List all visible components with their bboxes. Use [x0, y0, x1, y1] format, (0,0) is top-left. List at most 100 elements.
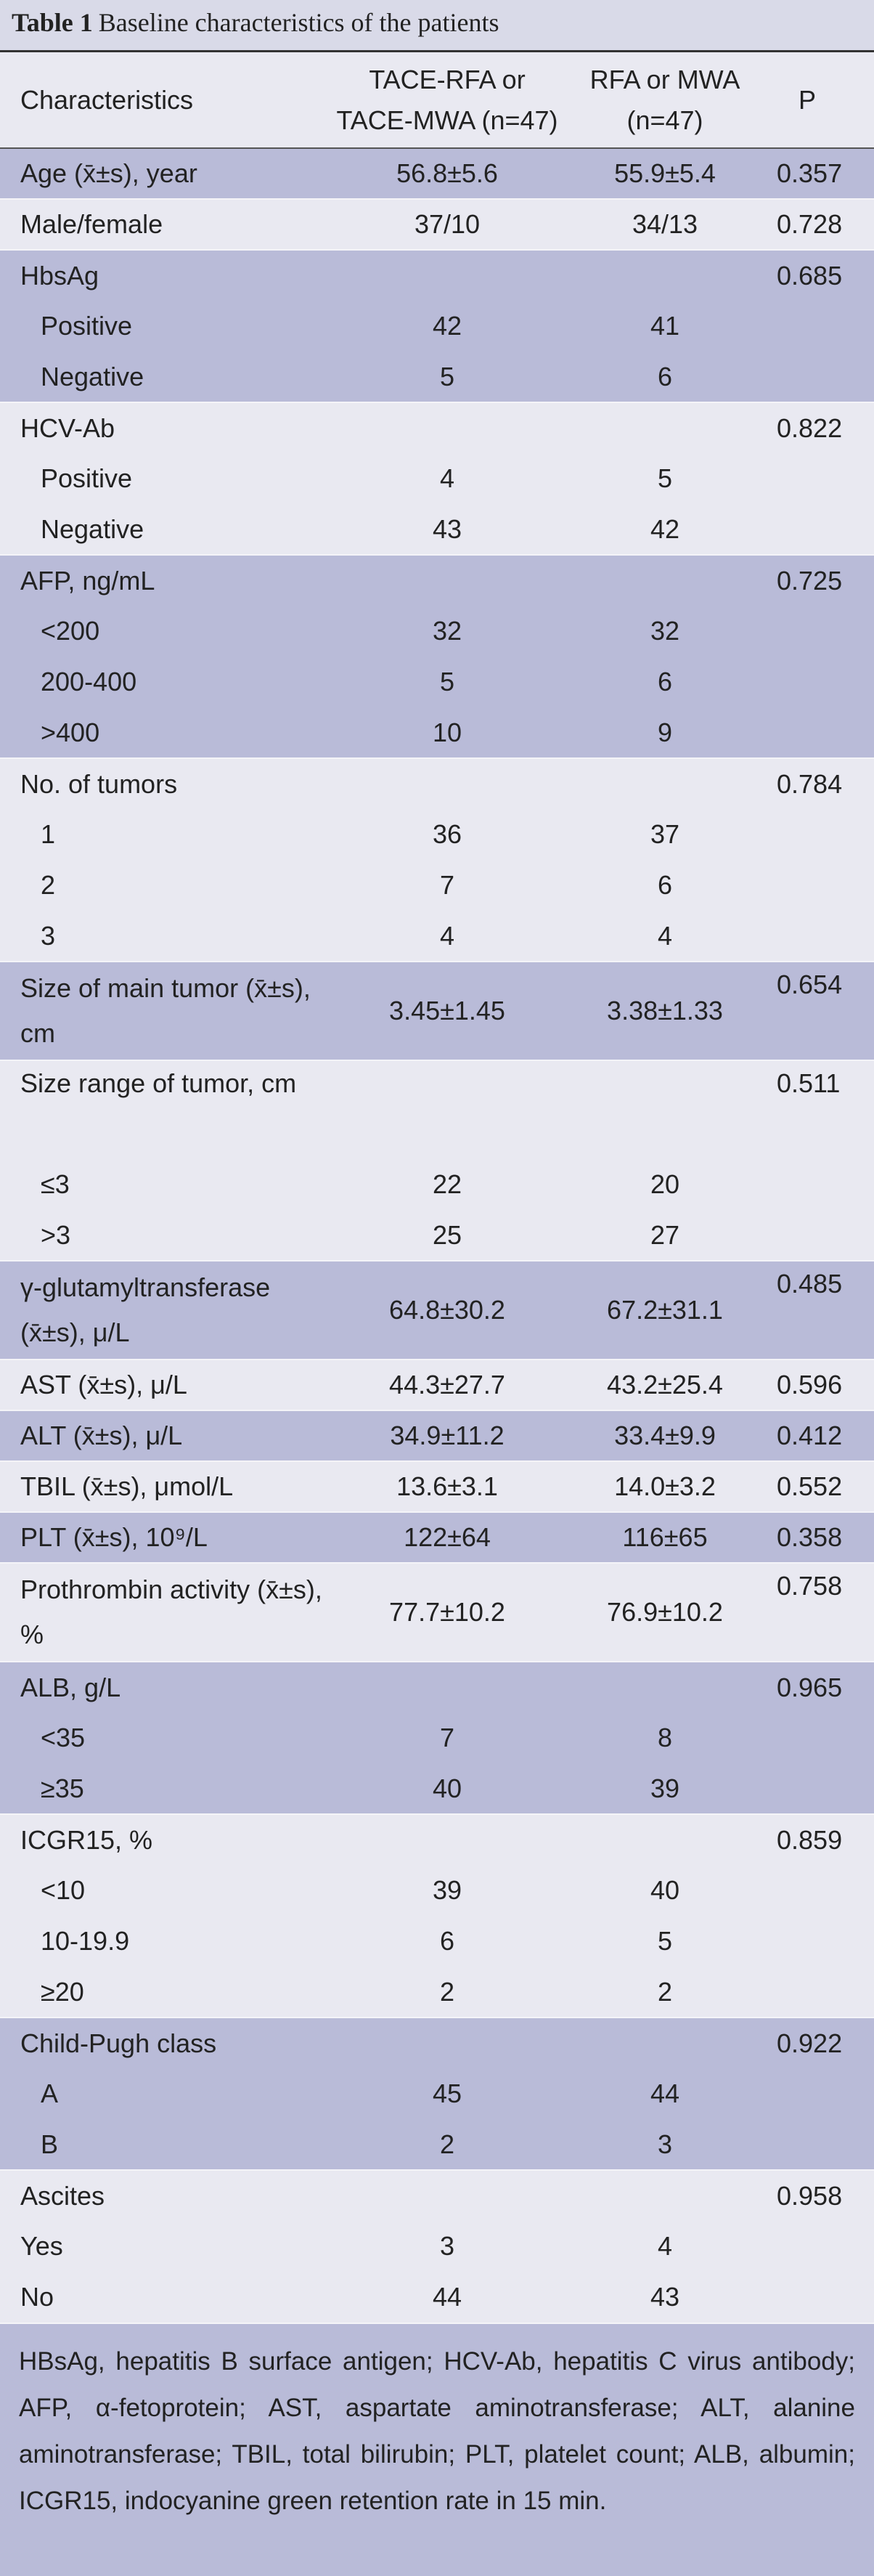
table-cell [764, 1712, 874, 1763]
table-row: <35 7 8 [0, 1712, 874, 1763]
table-cell: 39 [432, 1875, 462, 1905]
table-cell: 6 [657, 361, 673, 391]
table-cell: Size range of tumor, cm [20, 1068, 297, 1098]
table-cell: Size of main tumor (x̄±s), cm [20, 973, 311, 1048]
table-row: ALT (x̄±s), μ/L 34.9±11.2 33.4±9.9 0.412 [0, 1410, 874, 1461]
table-cell [566, 1814, 764, 1865]
header-cell: TACE-RFA or TACE-MWA (n=47) [336, 64, 558, 135]
table-cell: >400 [41, 717, 100, 747]
table-cell [764, 2221, 874, 2272]
table-cell: 32 [650, 616, 680, 646]
table-cell: TBIL (x̄±s), μmol/L [20, 1471, 234, 1501]
table-row: Child-Pugh class 0.922 [0, 2018, 874, 2068]
table-cell: ALB, g/L [20, 1672, 121, 1702]
table-row: Positive 4 5 [0, 453, 874, 504]
table-cell [328, 1662, 566, 1712]
table-row: Negative 5 6 [0, 352, 874, 402]
row-group: PLT (x̄±s), 10⁹/L 122±64 116±65 0.358 [0, 1512, 874, 1563]
table-cell: 8 [657, 1723, 673, 1752]
table-cell: AST (x̄±s), μ/L [20, 1370, 187, 1399]
table-row: 1 36 37 [0, 809, 874, 860]
table-cell [764, 707, 874, 758]
table-cell: 41 [650, 311, 680, 341]
table-cell: 0.965 [777, 1672, 843, 1702]
table-cell: 36 [432, 819, 462, 849]
table-cell [328, 555, 566, 606]
table-cell: 56.8±5.6 [396, 158, 498, 188]
table-cell: 40 [432, 1773, 462, 1803]
table-cell: 0.357 [777, 158, 843, 188]
row-group: ALB, g/L 0.965 <35 7 8 ≥35 40 39 [0, 1662, 874, 1814]
table-cell: 64.8±30.2 [389, 1295, 505, 1325]
table-row: 10-19.9 6 5 [0, 1916, 874, 1967]
row-group: No. of tumors 0.784 1 36 37 2 7 6 3 4 4 [0, 758, 874, 962]
table-cell [566, 2018, 764, 2068]
footnote: HBsAg, hepatitis B surface antigen; HCV-… [0, 2323, 874, 2539]
table-cell [328, 2170, 566, 2221]
table-cell: Negative [41, 513, 144, 544]
table-cell [764, 1210, 874, 1261]
table-cell: 5 [439, 361, 455, 391]
table-row: A 45 44 [0, 2068, 874, 2119]
table-row: ICGR15, % 0.859 [0, 1814, 874, 1865]
table-cell [566, 402, 764, 453]
table-cell: >3 [41, 1219, 71, 1250]
row-group: Ascites 0.958 Yes 3 4 No 44 43 [0, 2170, 874, 2323]
row-group: AST (x̄±s), μ/L 44.3±27.7 43.2±25.4 0.596 [0, 1360, 874, 1410]
table-cell: 4 [439, 463, 455, 493]
table-cell: 3 [439, 2231, 455, 2261]
table-cell: 0.822 [777, 413, 843, 443]
table-cell: Positive [41, 311, 133, 341]
table-cell [764, 809, 874, 860]
table-cell [764, 352, 874, 402]
table-cell: 2 [439, 2129, 455, 2159]
table-cell: 200-400 [41, 667, 137, 696]
row-group: AFP, ng/mL 0.725 <200 32 32 200-400 5 6 >400 10 9 [0, 555, 874, 758]
table-cell [764, 860, 874, 911]
table-row: HCV-Ab 0.822 [0, 402, 874, 453]
table-row: ≥20 2 2 [0, 1967, 874, 2018]
row-group: TBIL (x̄±s), μmol/L 13.6±3.1 14.0±3.2 0.552 [0, 1461, 874, 1512]
table-cell: Negative [41, 361, 144, 391]
table-cell: Prothrombin activity (x̄±s), % [20, 1575, 322, 1649]
table-cell [764, 301, 874, 352]
table-cell: 10 [432, 717, 462, 747]
table-cell: 37 [650, 819, 680, 849]
table-cell: 42 [650, 513, 680, 544]
table-cell [566, 250, 764, 301]
table-cell: 0.358 [777, 1522, 843, 1552]
table-row: ALB, g/L 0.965 [0, 1662, 874, 1712]
table-cell [764, 1763, 874, 1814]
table-cell: 25 [432, 1219, 462, 1250]
table-cell [764, 911, 874, 962]
title-label: Table 1 [12, 8, 93, 37]
table-cell: 2 [439, 1976, 455, 2007]
table-row: B 2 3 [0, 2119, 874, 2170]
table-cell: 0.685 [777, 260, 843, 290]
table-cell: 32 [432, 616, 462, 646]
row-group: HbsAg 0.685 Positive 42 41 Negative 5 6 [0, 250, 874, 402]
table-cell [328, 1060, 566, 1159]
table-cell: <35 [41, 1723, 86, 1752]
table-cell: 4 [439, 920, 455, 951]
table-cell: 0.758 [777, 1571, 843, 1601]
table-cell: 0.958 [777, 2180, 843, 2211]
table-cell: Ascites [20, 2180, 105, 2211]
table-row: Ascites 0.958 [0, 2170, 874, 2221]
table-cell: 42 [432, 311, 462, 341]
table-cell [764, 606, 874, 657]
table-cell: 0.859 [777, 1824, 843, 1855]
row-group: Size of main tumor (x̄±s), cm 3.45±1.45 3.… [0, 962, 874, 1060]
table-cell: 55.9±5.4 [614, 158, 716, 188]
table-cell: 77.7±10.2 [389, 1597, 505, 1627]
table-cell: 0.412 [777, 1421, 843, 1450]
table-row: 2 7 6 [0, 860, 874, 911]
table-cell: 43 [432, 513, 462, 544]
table-cell [764, 1865, 874, 1916]
table-cell: ≥20 [41, 1976, 84, 2007]
table-cell: 3.45±1.45 [389, 996, 505, 1025]
table-cell: 3 [41, 920, 56, 951]
table-cell: B [41, 2129, 59, 2159]
table-cell: 0.922 [777, 2028, 843, 2058]
